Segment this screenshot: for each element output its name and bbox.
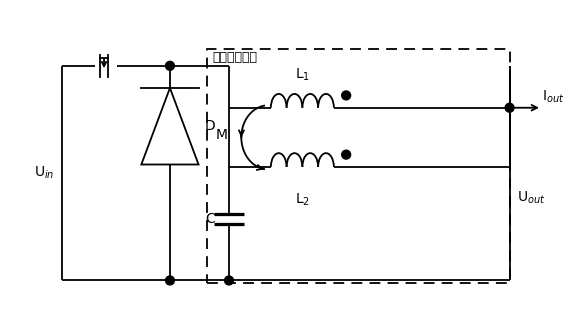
Circle shape [342, 150, 350, 159]
Text: I$_{out}$: I$_{out}$ [541, 89, 564, 105]
Circle shape [224, 276, 233, 285]
Text: L$_{1}$: L$_{1}$ [295, 67, 310, 83]
Text: M: M [215, 128, 227, 142]
Text: U$_{out}$: U$_{out}$ [517, 190, 546, 206]
Text: U$_{in}$: U$_{in}$ [34, 165, 54, 181]
Bar [207, 48, 510, 283]
Text: C: C [205, 212, 215, 226]
Circle shape [165, 61, 175, 70]
Circle shape [165, 276, 175, 285]
Circle shape [505, 103, 514, 112]
Text: L$_{2}$: L$_{2}$ [295, 191, 310, 208]
Text: 纹波抵消电路: 纹波抵消电路 [213, 51, 258, 64]
Circle shape [342, 91, 350, 100]
Text: D: D [205, 119, 215, 133]
